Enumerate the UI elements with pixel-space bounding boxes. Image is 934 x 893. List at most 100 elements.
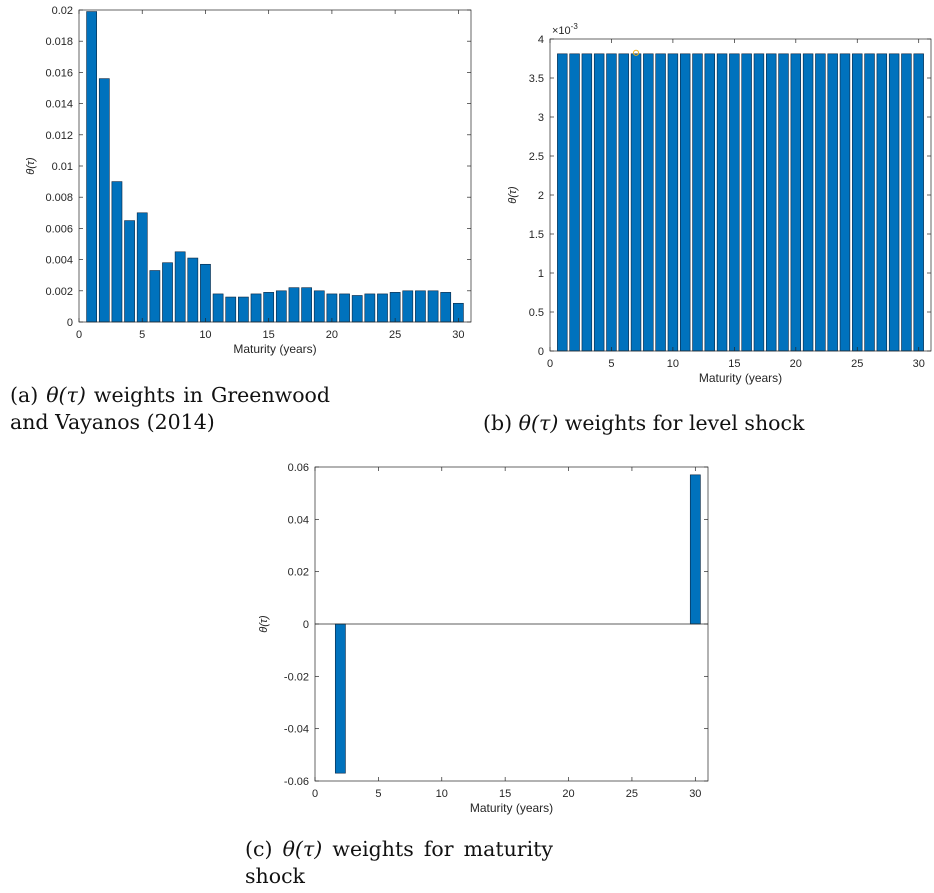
- bar-a-6: [149, 270, 161, 323]
- exponent-label-b: ×10-3: [552, 22, 578, 37]
- bar-a-10: [200, 263, 211, 323]
- y-tick-label-b-6: 3: [538, 112, 544, 124]
- x-tick-label-b-5: 5: [608, 358, 614, 370]
- bar-b-23: [827, 53, 838, 352]
- caption-a-math: θ(τ): [46, 383, 86, 407]
- caption-c-line1: (c) θ(τ) weights for maturity: [245, 836, 553, 863]
- x-axis-label-a: Maturity (years): [233, 342, 316, 356]
- x-tick-label-a-10: 10: [199, 329, 211, 341]
- caption-b-math: θ(τ): [518, 411, 559, 435]
- bar-b-8: [643, 53, 654, 352]
- caption-c-word-3: maturity: [463, 837, 553, 861]
- x-tick-label-b-15: 15: [728, 358, 740, 370]
- caption-c-label: (c): [245, 837, 273, 861]
- caption-c-line2: shock: [245, 864, 305, 888]
- bar-a-7: [162, 262, 173, 323]
- x-tick-label-a-20: 20: [326, 329, 338, 341]
- y-tick-label-b-2: 1: [538, 268, 544, 280]
- x-tick-label-a-30: 30: [452, 329, 464, 341]
- bar-b-30: [913, 53, 924, 352]
- bar-a-16: [275, 290, 287, 323]
- bar-b-9: [655, 53, 666, 352]
- caption-a-word-1: weights: [93, 383, 176, 407]
- bar-b-29: [901, 53, 912, 352]
- y-tick-label-c-0: -0.06: [284, 776, 309, 788]
- y-axis-label-c: θ(τ): [258, 615, 270, 633]
- bar-b-25: [852, 53, 863, 352]
- x-tick-label-a-0: 0: [76, 329, 82, 341]
- x-tick-label-b-30: 30: [913, 358, 925, 370]
- x-tick-label-b-10: 10: [667, 358, 679, 370]
- chart-b-level-shock: 0 5 10 15 20 25 30 0 0.5 1 1.5 2 2.5 3 3.5 4 ×10-3 Maturi…: [507, 22, 932, 385]
- caption-b-label: (b): [483, 411, 513, 435]
- y-tick-label-b-3: 1.5: [529, 229, 544, 241]
- caption-b-text: weights for level shock: [564, 411, 805, 435]
- chart-c-maturity-shock: 0 5 10 15 20 25 30 -0.06 -0.04 -0.02 0 0.02 0.04 0.06…: [258, 462, 709, 815]
- bar-a-25: [389, 292, 401, 323]
- bar-a-12: [225, 296, 237, 323]
- caption-a-line2: and Vayanos (2014): [10, 410, 215, 434]
- bar-a-20: [326, 293, 338, 323]
- x-tick-label-c-15: 15: [499, 788, 511, 800]
- bar-b-6: [618, 53, 629, 352]
- caption-c: (c) θ(τ) weights for maturity shock: [245, 836, 553, 890]
- y-tick-label-b-7: 3.5: [529, 73, 544, 85]
- bar-b-28: [888, 53, 900, 352]
- y-tick-label-b-5: 2.5: [529, 151, 544, 163]
- x-tick-label-c-10: 10: [436, 788, 448, 800]
- x-tick-label-c-0: 0: [312, 788, 318, 800]
- x-tick-label-a-5: 5: [139, 329, 145, 341]
- x-tick-label-c-20: 20: [562, 788, 574, 800]
- bar-b-15: [729, 53, 740, 352]
- bar-b-2: [569, 53, 580, 352]
- y-tick-label-b-4: 2: [538, 190, 544, 202]
- bar-a-11: [212, 293, 224, 323]
- y-tick-label-a-5: 0.01: [52, 161, 73, 173]
- bar-b-18: [766, 53, 777, 352]
- bar-a-14: [250, 293, 262, 323]
- bar-b-24: [839, 53, 851, 352]
- bar-a-9: [187, 257, 199, 323]
- bar-a-18: [301, 287, 312, 323]
- bar-a-8: [174, 251, 186, 323]
- y-tick-label-a-10: 0.02: [52, 5, 73, 17]
- caption-a-line1: (a) θ(τ) weights in Greenwood: [10, 382, 330, 409]
- bar-a-28: [427, 290, 439, 323]
- caption-b: (b) θ(τ) weights for level shock: [483, 410, 804, 437]
- y-tick-label-c-2: -0.02: [284, 671, 309, 683]
- bar-b-3: [581, 53, 593, 352]
- bar-a-22: [351, 295, 363, 323]
- marker-b: [632, 49, 640, 56]
- y-tick-label-a-4: 0.008: [45, 192, 73, 204]
- bar-b-21: [802, 53, 814, 352]
- bar-b-1: [557, 53, 568, 352]
- bar-b-10: [667, 53, 679, 352]
- bar-a-15: [263, 292, 275, 323]
- x-tick-label-c-30: 30: [689, 788, 701, 800]
- bar-a-26: [402, 290, 414, 323]
- y-tick-label-c-1: -0.04: [284, 724, 309, 736]
- y-tick-label-a-8: 0.016: [45, 67, 73, 79]
- y-tick-label-a-7: 0.014: [45, 99, 73, 111]
- bar-b-14: [716, 53, 728, 352]
- caption-c-word-2: for: [423, 837, 454, 861]
- bar-a-19: [313, 290, 325, 323]
- bar-a-27: [415, 290, 426, 323]
- chart-a-greenwood-vayanos: 0 5 10 15 20 25 30 0 0.002 0.004 0.006 0.008 0.01 0.0…: [25, 5, 472, 356]
- y-tick-label-a-3: 0.006: [45, 223, 73, 235]
- caption-c-math: θ(τ): [282, 837, 323, 861]
- bar-b-20: [790, 53, 802, 352]
- y-axis-label-a: θ(τ): [25, 157, 37, 175]
- x-tick-label-b-20: 20: [790, 358, 802, 370]
- x-tick-label-c-25: 25: [626, 788, 638, 800]
- bar-b-7: [630, 53, 642, 352]
- y-tick-label-b-0: 0: [538, 346, 544, 358]
- bar-b-13: [704, 53, 715, 352]
- x-tick-label-b-0: 0: [547, 358, 553, 370]
- x-tick-label-c-5: 5: [375, 788, 381, 800]
- y-tick-label-a-2: 0.004: [45, 255, 73, 267]
- bar-b-12: [692, 53, 703, 352]
- bar-a-5: [136, 212, 148, 323]
- y-tick-label-a-6: 0.012: [45, 130, 73, 142]
- caption-a: (a) θ(τ) weights in Greenwood and Vayano…: [10, 382, 330, 436]
